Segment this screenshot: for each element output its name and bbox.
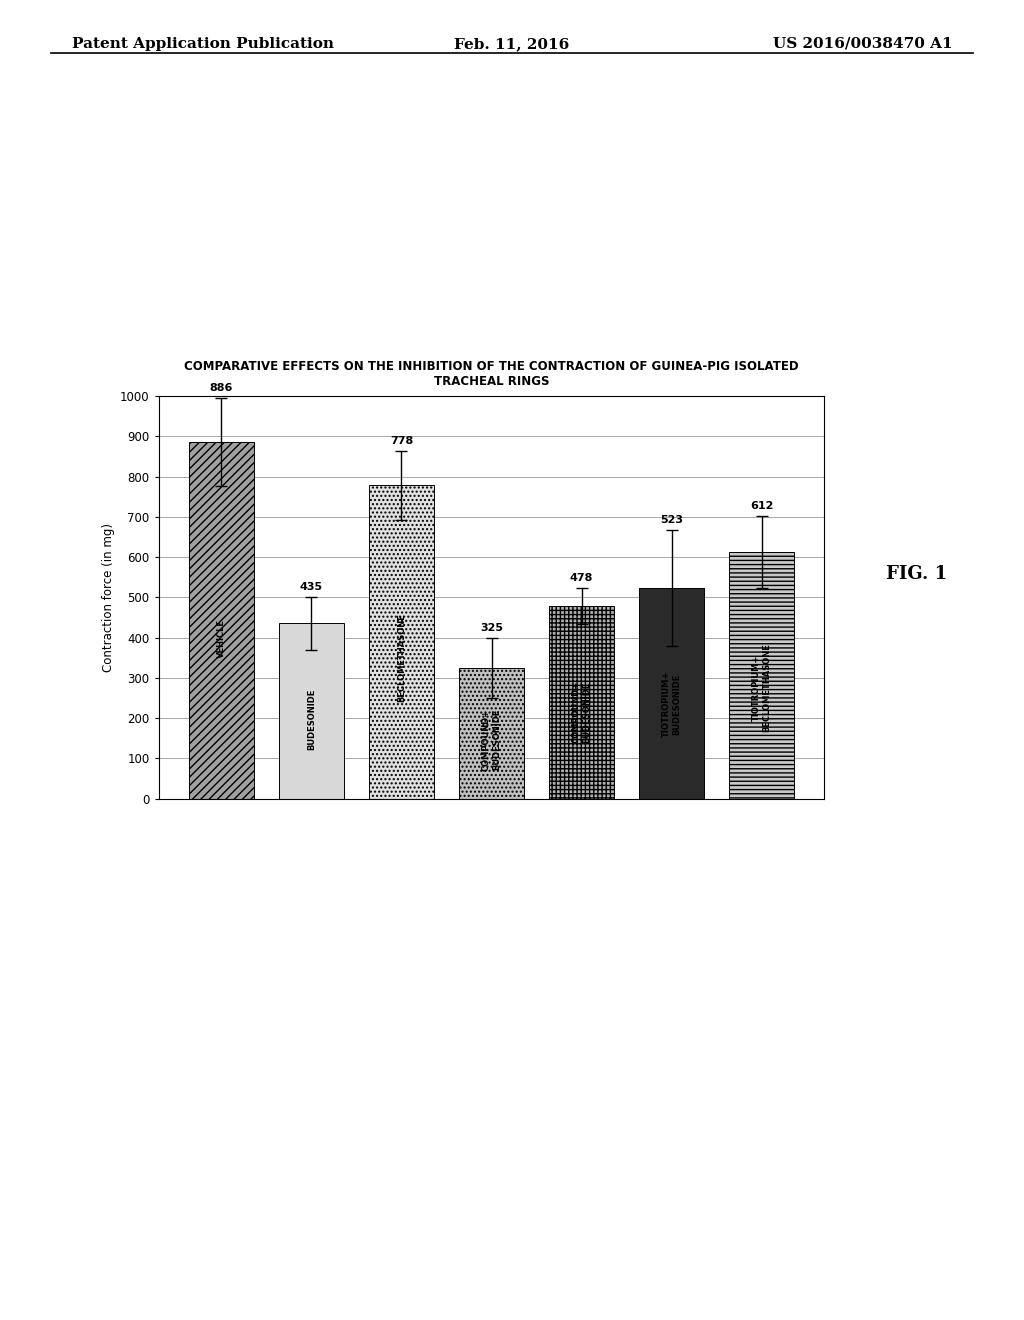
Text: TIOTROPIUM+
BECLOMETHASONE: TIOTROPIUM+ BECLOMETHASONE	[752, 643, 771, 733]
Text: 523: 523	[660, 515, 683, 525]
Text: COMPOUND+
BUDESONIDE: COMPOUND+ BUDESONIDE	[482, 709, 501, 771]
Text: Feb. 11, 2016: Feb. 11, 2016	[455, 37, 569, 51]
Bar	[459, 668, 524, 799]
Text: VEHICLE: VEHICLE	[217, 619, 226, 657]
Text: COMPOUND+
BUDESONIDE: COMPOUND+ BUDESONIDE	[571, 681, 591, 743]
Bar	[369, 486, 434, 799]
Text: 478: 478	[570, 573, 593, 583]
Title: COMPARATIVE EFFECTS ON THE INHIBITION OF THE CONTRACTION OF GUINEA-PIG ISOLATED
: COMPARATIVE EFFECTS ON THE INHIBITION OF…	[184, 360, 799, 388]
Bar	[639, 587, 705, 799]
Bar	[729, 552, 794, 799]
Text: 325: 325	[480, 623, 503, 632]
Text: BUDESONIDE: BUDESONIDE	[307, 689, 316, 751]
Text: 435: 435	[300, 582, 323, 593]
Text: FIG. 1: FIG. 1	[886, 565, 947, 583]
Bar	[279, 623, 344, 799]
Y-axis label: Contraction force (in mg): Contraction force (in mg)	[101, 523, 115, 672]
Text: US 2016/0038470 A1: US 2016/0038470 A1	[773, 37, 952, 51]
Bar	[189, 442, 254, 799]
Text: BECLOMETHASONE: BECLOMETHASONE	[397, 614, 406, 702]
Text: 886: 886	[210, 383, 233, 393]
Text: 612: 612	[750, 502, 773, 511]
Text: 778: 778	[390, 437, 413, 446]
Text: Patent Application Publication: Patent Application Publication	[72, 37, 334, 51]
Bar	[549, 606, 614, 799]
Text: TIOTROPIUM+
BUDESONIDE: TIOTROPIUM+ BUDESONIDE	[662, 671, 681, 737]
